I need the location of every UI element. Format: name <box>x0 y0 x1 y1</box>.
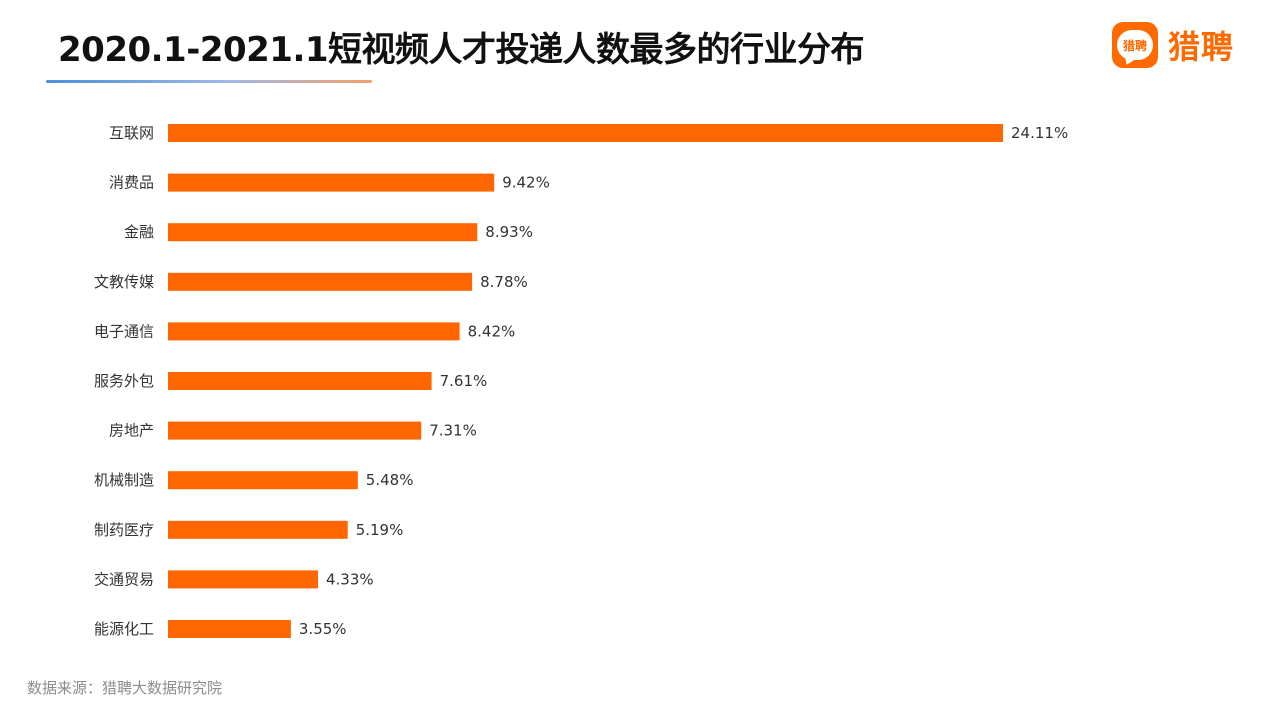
category-label: 房地产 <box>109 422 154 440</box>
value-label: 5.48% <box>366 471 414 489</box>
category-label: 消费品 <box>109 174 154 192</box>
category-label: 金融 <box>124 223 154 241</box>
category-label: 互联网 <box>109 124 154 142</box>
bar <box>168 322 460 341</box>
category-label: 制药医疗 <box>94 521 154 539</box>
value-label: 24.11% <box>1011 124 1068 142</box>
value-label: 7.61% <box>440 372 488 390</box>
value-label: 5.19% <box>356 521 404 539</box>
logo-badge-icon: 猎聘 <box>1112 22 1158 68</box>
value-label: 3.55% <box>299 620 347 638</box>
category-label: 机械制造 <box>94 471 154 489</box>
category-label: 服务外包 <box>94 372 154 390</box>
title-underline <box>46 80 372 83</box>
bar <box>168 124 1003 142</box>
category-label: 交通贸易 <box>94 570 154 588</box>
bar <box>168 173 495 192</box>
category-label: 文教传媒 <box>94 273 154 291</box>
bar <box>168 223 478 242</box>
bar <box>168 620 291 638</box>
value-label: 4.33% <box>326 570 374 588</box>
bar <box>168 570 318 589</box>
data-source-note: 数据来源：猎聘大数据研究院 <box>27 679 223 697</box>
value-label: 8.93% <box>485 223 533 241</box>
value-label: 8.78% <box>480 273 528 291</box>
category-label: 电子通信 <box>94 322 154 340</box>
value-label: 7.31% <box>429 422 477 440</box>
value-label: 9.42% <box>502 174 550 192</box>
liepin-logo: 猎聘 猎聘 <box>1112 21 1234 69</box>
logo-bubble: 猎聘 <box>1117 30 1153 60</box>
logo-wordmark: 猎聘 <box>1168 28 1235 66</box>
bar <box>168 421 422 440</box>
bar <box>168 471 358 490</box>
bar <box>168 372 432 390</box>
bar <box>168 520 348 539</box>
category-label: 能源化工 <box>94 620 154 638</box>
page-title: 2020.1-2021.1短视频人才投递人数最多的行业分布 <box>58 30 865 70</box>
bar <box>168 272 473 291</box>
value-label: 8.42% <box>468 322 516 340</box>
